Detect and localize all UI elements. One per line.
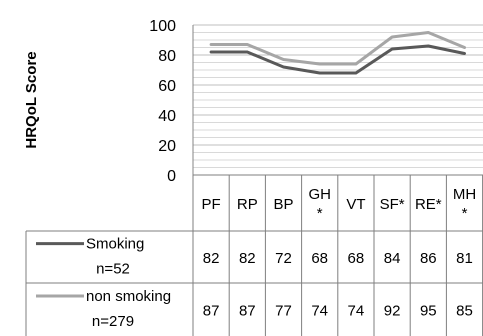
data-table: PF RP BP GH * VT SF* RE* MH * Smoking n=52 82 82 72 68 6… [25, 174, 483, 336]
data-value-smoking: 72 [275, 250, 292, 267]
y-tick-label: 80 [158, 48, 176, 65]
y-tick-label: 20 [158, 138, 176, 155]
data-value-smoking: 81 [456, 250, 473, 267]
y-tick-label: 0 [167, 168, 176, 185]
x-category-label: GH * [308, 186, 331, 222]
data-value-smoking: 84 [384, 250, 401, 267]
y-tick-label: 40 [158, 108, 176, 125]
x-category-label: VT [346, 196, 365, 213]
data-value-smoking: 86 [420, 250, 437, 267]
y-tick-labels: 0 20 40 60 80 100 [149, 18, 176, 185]
x-category-label: PF [202, 196, 221, 213]
data-value-non-smoking: 92 [384, 303, 401, 320]
legend-series-name: non smoking [86, 288, 171, 305]
y-axis-label: HRQoL Score [23, 51, 40, 148]
legend-series-n: n=52 [96, 260, 130, 277]
legend-series-n: n=279 [92, 313, 134, 330]
x-category-label: RE* [415, 196, 442, 213]
x-category-label: MH * [453, 186, 476, 222]
data-value-smoking: 82 [203, 250, 220, 267]
data-value-non-smoking: 74 [348, 303, 365, 320]
y-tick-label: 100 [149, 18, 176, 35]
data-value-non-smoking: 77 [275, 303, 292, 320]
series-line-non-smoking [209, 31, 466, 66]
data-value-smoking: 68 [311, 250, 328, 267]
data-value-non-smoking: 87 [239, 303, 256, 320]
data-value-non-smoking: 87 [203, 303, 220, 320]
x-category-label: RP [237, 196, 258, 213]
gridlines [193, 24, 483, 176]
x-category-label: BP [273, 196, 293, 213]
series-line-smoking [209, 44, 466, 75]
data-value-smoking: 82 [239, 250, 256, 267]
y-tick-label: 60 [158, 78, 176, 95]
legend-series-name: Smoking [86, 236, 144, 253]
data-value-smoking: 68 [348, 250, 365, 267]
data-value-non-smoking: 85 [456, 303, 473, 320]
series-lines [209, 31, 466, 75]
x-category-label: SF* [380, 196, 405, 213]
data-value-non-smoking: 95 [420, 303, 437, 320]
data-value-non-smoking: 74 [311, 303, 328, 320]
